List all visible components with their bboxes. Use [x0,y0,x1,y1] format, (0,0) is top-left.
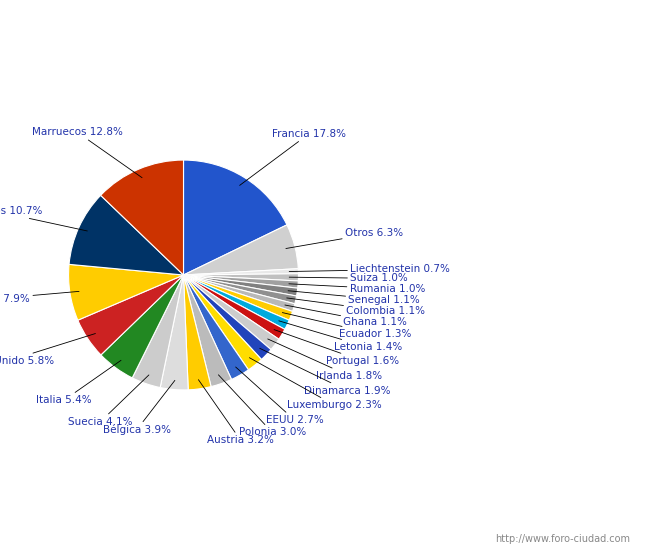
Wedge shape [101,160,183,275]
Text: Marruecos 12.8%: Marruecos 12.8% [32,127,142,178]
Wedge shape [183,160,287,275]
Text: Letonia 1.4%: Letonia 1.4% [279,321,402,352]
Wedge shape [183,275,292,320]
Wedge shape [69,195,183,275]
Text: EEUU 2.7%: EEUU 2.7% [236,367,324,425]
Text: Austria 3.2%: Austria 3.2% [198,379,274,445]
Text: Senegal 1.1%: Senegal 1.1% [288,291,420,305]
Wedge shape [183,275,296,304]
Wedge shape [183,225,298,275]
Text: Dinamarca 1.9%: Dinamarca 1.9% [260,348,390,395]
Text: Irlanda 1.8%: Irlanda 1.8% [268,339,382,381]
Wedge shape [183,275,211,390]
Wedge shape [78,275,183,355]
Text: Países Bajos 10.7%: Países Bajos 10.7% [0,205,87,231]
Text: Lorca - Turistas extranjeros según país - Abril de 2024: Lorca - Turistas extranjeros según país … [127,15,523,31]
Wedge shape [183,275,231,387]
Text: Italia 5.4%: Italia 5.4% [36,360,121,405]
Wedge shape [183,275,248,380]
Wedge shape [183,275,271,360]
Text: Bélgica 3.9%: Bélgica 3.9% [103,381,175,435]
Wedge shape [68,265,183,320]
Wedge shape [132,275,183,388]
Wedge shape [183,275,279,350]
Text: Alemania 7.9%: Alemania 7.9% [0,292,79,304]
Text: Liechtenstein 0.7%: Liechtenstein 0.7% [289,265,450,274]
Wedge shape [183,275,289,329]
Text: Ecuador 1.3%: Ecuador 1.3% [282,312,411,339]
Text: Portugal 1.6%: Portugal 1.6% [274,329,399,366]
Wedge shape [183,274,298,281]
Text: Luxemburgo 2.3%: Luxemburgo 2.3% [250,358,382,410]
Text: Francia 17.8%: Francia 17.8% [240,129,346,185]
Text: Suiza 1.0%: Suiza 1.0% [289,273,408,283]
Wedge shape [160,275,188,390]
Text: Ghana 1.1%: Ghana 1.1% [285,305,407,327]
Wedge shape [183,275,298,296]
Text: Otros 6.3%: Otros 6.3% [286,228,403,249]
Text: Colombia 1.1%: Colombia 1.1% [287,298,425,316]
Wedge shape [183,275,261,370]
Wedge shape [183,275,295,311]
Text: Polonia 3.0%: Polonia 3.0% [218,375,306,437]
Text: http://www.foro-ciudad.com: http://www.foro-ciudad.com [495,534,630,544]
Wedge shape [183,275,298,288]
Text: Reino Unido 5.8%: Reino Unido 5.8% [0,333,96,366]
Wedge shape [183,269,298,275]
Wedge shape [101,275,183,378]
Text: Suecia 4.1%: Suecia 4.1% [68,375,149,427]
Wedge shape [183,275,285,339]
Text: Rumania 1.0%: Rumania 1.0% [289,284,425,294]
